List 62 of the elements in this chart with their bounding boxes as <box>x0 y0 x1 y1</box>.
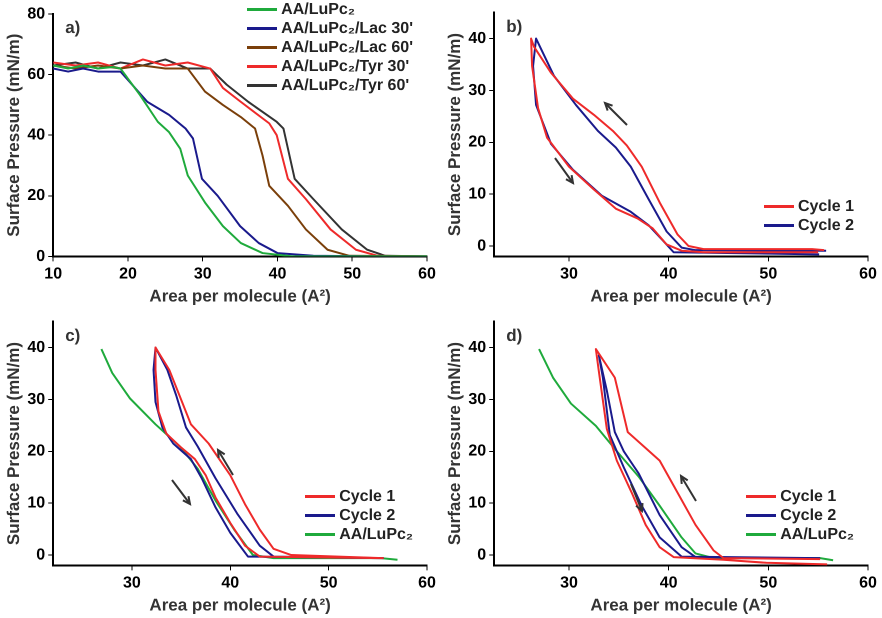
x-tick-label: 60 <box>418 265 436 282</box>
legend-label: AA/LuPc₂ <box>281 0 355 19</box>
legend-label: Cycle 2 <box>798 216 854 235</box>
legend-label: AA/LuPc₂/Tyr 60' <box>281 76 410 95</box>
y-tick-label: 20 <box>468 134 486 151</box>
y-axis-title: Surface Pressure (mN/m) <box>444 342 464 546</box>
x-axis-title: Area per molecule (A²) <box>590 595 772 614</box>
legend-label: Cycle 1 <box>339 487 396 506</box>
y-tick-label: 40 <box>468 30 486 47</box>
chart-title: a) <box>65 18 80 38</box>
y-tick-label: 40 <box>27 338 46 356</box>
legend-label: Cycle 1 <box>780 487 836 506</box>
x-tick-label: 40 <box>660 265 678 282</box>
y-axis-title: Surface Pressure (mN/m) <box>4 342 23 546</box>
legend-label: AA/LuPc₂/Lac 30' <box>281 19 413 38</box>
y-tick-label: 10 <box>468 186 486 203</box>
x-tick-label: 30 <box>560 574 578 592</box>
x-tick-label: 30 <box>194 265 212 282</box>
x-tick-label: 60 <box>418 574 436 592</box>
y-tick-label: 20 <box>27 442 46 460</box>
y-tick-label: 10 <box>27 494 46 512</box>
legend-label: AA/LuPc₂/Tyr 30' <box>281 57 410 76</box>
x-axis-title: Area per molecule (A²) <box>149 595 331 614</box>
x-tick-label: 50 <box>343 265 362 282</box>
y-tick-label: 60 <box>27 66 46 84</box>
y-tick-label: 30 <box>468 82 486 99</box>
x-tick-label: 40 <box>660 574 678 592</box>
x-tick-label: 50 <box>759 574 778 592</box>
chart-title: c) <box>65 326 80 345</box>
y-axis-title: Surface Pressure (mN/m) <box>4 34 23 237</box>
y-tick-label: 30 <box>468 390 486 408</box>
x-axis-title: Area per molecule (A²) <box>149 286 331 306</box>
x-tick-label: 30 <box>122 574 141 592</box>
y-tick-label: 0 <box>36 248 46 265</box>
legend-label: Cycle 1 <box>798 197 854 216</box>
legend-label: Cycle 2 <box>780 506 836 525</box>
legend-label: AA/LuPc₂/Lac 60' <box>281 38 413 57</box>
y-tick-label: 30 <box>27 390 46 408</box>
y-tick-label: 0 <box>477 237 486 254</box>
y-tick-label: 0 <box>36 546 46 564</box>
x-tick-label: 40 <box>221 574 240 592</box>
x-tick-label: 60 <box>859 265 877 282</box>
x-axis-title: Area per molecule (A²) <box>590 286 772 306</box>
y-axis-title: Surface Pressure (mN/m) <box>444 32 464 236</box>
x-tick-label: 20 <box>119 265 137 282</box>
y-tick-label: 10 <box>468 494 486 512</box>
chart-title: b) <box>506 16 522 36</box>
y-tick-label: 40 <box>468 338 486 356</box>
y-tick-label: 0 <box>477 546 486 564</box>
x-tick-label: 60 <box>859 574 877 592</box>
y-tick-label: 40 <box>27 126 46 144</box>
legend-label: AA/LuPc₂ <box>339 525 413 544</box>
x-tick-label: 50 <box>320 574 338 592</box>
x-tick-label: 50 <box>759 265 778 282</box>
y-tick-label: 80 <box>27 5 46 22</box>
x-tick-label: 30 <box>560 265 578 282</box>
legend-label: Cycle 2 <box>339 506 396 525</box>
legend-label: AA/LuPc₂ <box>780 525 854 544</box>
y-tick-label: 20 <box>27 187 46 204</box>
chart-title: d) <box>506 326 522 345</box>
y-tick-label: 20 <box>468 442 486 460</box>
x-tick-label: 40 <box>268 265 286 282</box>
